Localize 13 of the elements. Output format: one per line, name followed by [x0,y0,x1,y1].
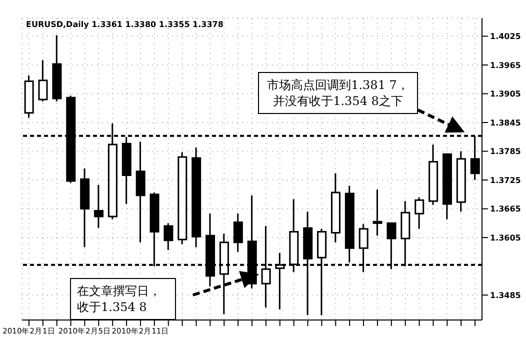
y-tick-label: 1.3725 [490,176,522,185]
chart-title: EURUSD,Daily 1.3361 1.3380 1.3355 1.3378 [26,20,224,29]
y-tick-label: 1.3905 [490,90,522,99]
y-tick-label: 1.3845 [490,118,522,128]
y-tick-label: 1.3605 [490,233,522,242]
y-tick-label: 1.3485 [490,290,522,300]
annotation: 在文章撰写日，收于1.354 8 [70,278,176,320]
y-tick-label: 1.3665 [490,204,522,214]
y-tick-label: 1.3785 [490,147,522,156]
candlestick [372,190,382,236]
annotation: 市场高点回调到1.381 7，并没有收于1.354 8之下 [258,72,418,114]
y-tick-label: 1.3965 [490,60,522,70]
y-tick-label: 1.4025 [490,32,522,42]
